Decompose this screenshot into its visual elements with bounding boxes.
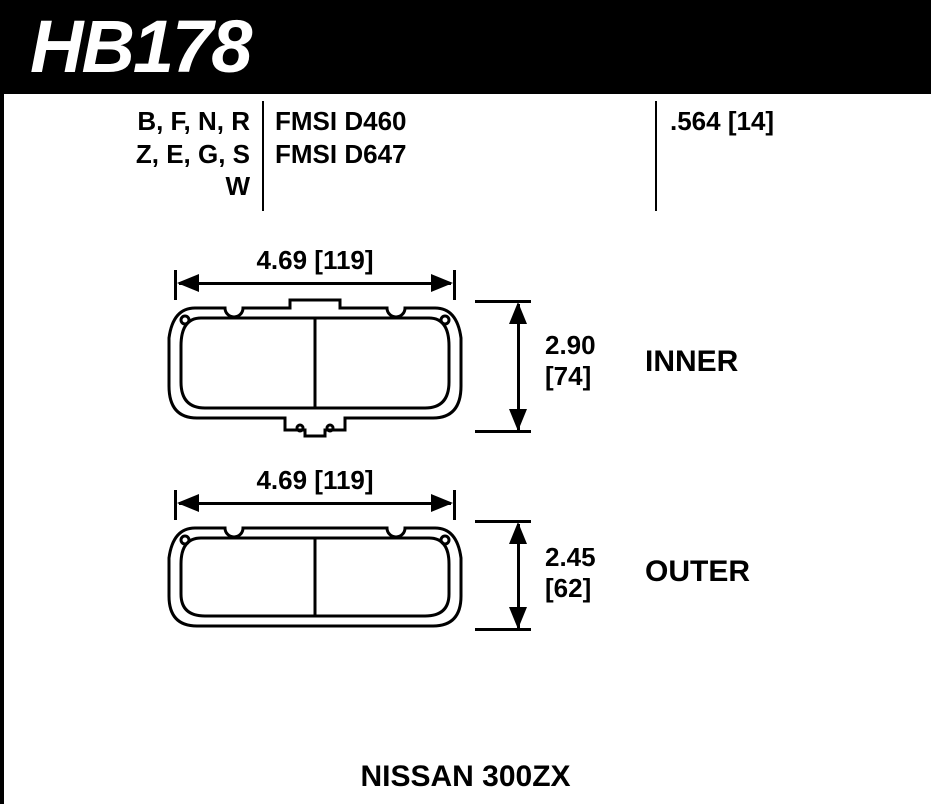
outer-pad-drawing <box>165 516 465 656</box>
arrow-down-icon <box>508 607 528 629</box>
outer-height-dimension: 2.45 [62] <box>545 542 625 604</box>
fmsi-line: FMSI D647 <box>275 138 495 171</box>
inner-height-dimension: 2.90 [74] <box>545 330 625 392</box>
inner-width-dimension: 4.69 [119] <box>175 245 455 276</box>
arrow-up-icon <box>508 302 528 324</box>
compounds-column: B, F, N, R Z, E, G, S W <box>40 105 250 203</box>
compounds-line: B, F, N, R <box>40 105 250 138</box>
thickness-value: .564 [14] <box>670 105 870 138</box>
inner-label: INNER <box>645 345 738 379</box>
arrow-right-icon <box>431 493 453 513</box>
compounds-line: W <box>40 170 250 203</box>
arrow-right-icon <box>431 273 453 293</box>
arrow-down-icon <box>508 409 528 431</box>
vehicle-label: NISSAN 300ZX <box>0 760 931 794</box>
inner-pad-drawing <box>165 296 465 456</box>
dim-line <box>179 282 451 285</box>
thickness-column: .564 [14] <box>670 105 870 138</box>
frame-top-border <box>0 90 931 94</box>
column-separator <box>262 101 264 211</box>
arrow-left-icon <box>177 273 199 293</box>
fmsi-line: FMSI D460 <box>275 105 495 138</box>
column-separator <box>655 101 657 211</box>
diagram-area: 4.69 [119] <box>0 235 931 755</box>
arrow-up-icon <box>508 522 528 544</box>
outer-label: OUTER <box>645 555 750 589</box>
compounds-line: Z, E, G, S <box>40 138 250 171</box>
arrow-left-icon <box>177 493 199 513</box>
part-number: HB178 <box>30 4 250 89</box>
dim-line <box>179 502 451 505</box>
fmsi-column: FMSI D460 FMSI D647 <box>275 105 495 170</box>
outer-width-dimension: 4.69 [119] <box>175 465 455 496</box>
